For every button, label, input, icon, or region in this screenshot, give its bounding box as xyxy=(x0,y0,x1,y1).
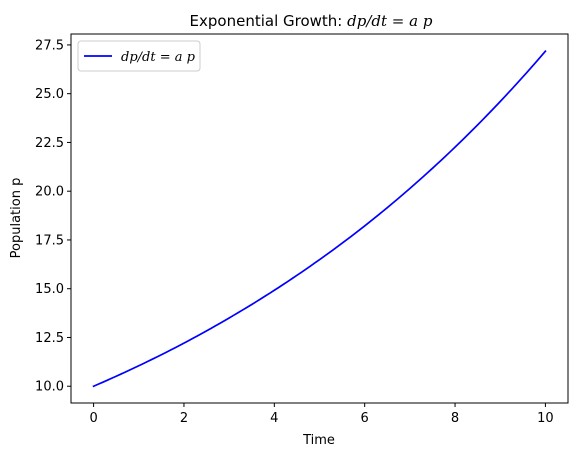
x-tick-label: 4 xyxy=(270,411,278,426)
x-tick-label: 6 xyxy=(361,411,369,426)
plot-area xyxy=(71,34,568,403)
y-axis-ticks: 10.0 12.5 15.0 17.5 20.0 22.5 25.0 27.5 xyxy=(35,38,71,395)
legend-box xyxy=(77,40,201,72)
legend-label-rhs: a p xyxy=(175,50,196,65)
y-tick-label: 15.0 xyxy=(35,282,64,297)
y-tick-label: 20.0 xyxy=(35,185,64,200)
x-tick-label: 8 xyxy=(451,411,459,426)
y-tick-label: 10.0 xyxy=(35,380,64,395)
legend-label: dp/dt = a p xyxy=(121,50,196,65)
x-tick-label: 2 xyxy=(180,411,188,426)
y-tick-label: 22.5 xyxy=(35,136,64,151)
y-tick-label: 25.0 xyxy=(35,87,64,102)
legend: dp/dt = a p xyxy=(77,40,201,72)
y-tick-label: 27.5 xyxy=(35,38,64,53)
y-axis-label: Population p xyxy=(9,178,24,259)
x-tick-label: 0 xyxy=(89,411,97,426)
chart-title-prefix: Exponential Growth: xyxy=(190,12,348,30)
chart-title-math-rhs: a p xyxy=(409,12,433,30)
series-layer xyxy=(92,49,547,388)
y-tick-label: 17.5 xyxy=(35,233,64,248)
x-axis-ticks: 0 2 4 6 8 10 xyxy=(89,403,554,426)
legend-label-lhs: dp/dt xyxy=(121,50,156,65)
x-tick-label: 10 xyxy=(537,411,554,426)
x-axis-label: Time xyxy=(302,433,335,448)
plot-frame xyxy=(70,33,569,404)
series-line xyxy=(92,49,547,388)
chart-title-math-lhs: dp/dt xyxy=(347,12,388,30)
chart-title: Exponential Growth: dp/dt = a p xyxy=(190,12,433,30)
y-tick-label: 12.5 xyxy=(35,331,64,346)
legend-label-eq: = xyxy=(156,50,175,65)
chart-title-math-eq: = xyxy=(387,12,409,30)
